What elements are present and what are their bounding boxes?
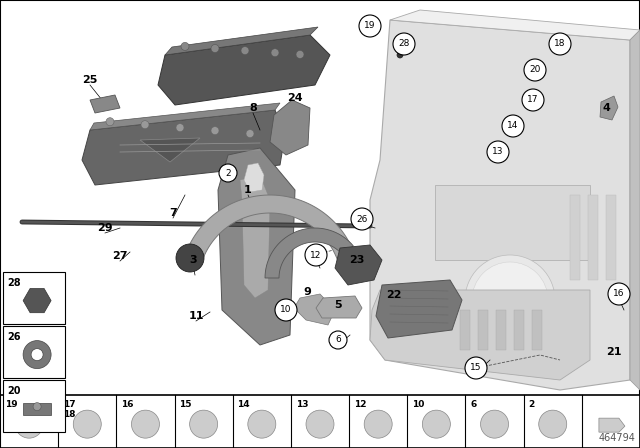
Circle shape xyxy=(465,255,555,345)
Text: 27: 27 xyxy=(112,251,128,261)
FancyBboxPatch shape xyxy=(0,395,640,448)
Circle shape xyxy=(422,410,451,438)
Text: 16: 16 xyxy=(121,400,134,409)
Circle shape xyxy=(296,51,304,58)
Polygon shape xyxy=(600,96,618,120)
Circle shape xyxy=(522,89,544,111)
Text: 17: 17 xyxy=(527,95,539,104)
FancyBboxPatch shape xyxy=(3,326,65,378)
Text: 15: 15 xyxy=(470,363,482,372)
Circle shape xyxy=(364,410,392,438)
Polygon shape xyxy=(630,30,640,390)
Circle shape xyxy=(271,49,279,57)
Circle shape xyxy=(502,115,524,137)
Circle shape xyxy=(524,59,546,81)
Text: 2: 2 xyxy=(528,400,534,409)
Text: 6: 6 xyxy=(335,336,341,345)
Polygon shape xyxy=(335,245,382,285)
Circle shape xyxy=(211,127,219,135)
Polygon shape xyxy=(244,163,264,192)
Text: 19: 19 xyxy=(4,400,17,409)
Polygon shape xyxy=(435,185,590,260)
Text: 24: 24 xyxy=(287,93,303,103)
Polygon shape xyxy=(460,310,470,350)
Text: 2: 2 xyxy=(225,168,231,177)
Circle shape xyxy=(539,410,567,438)
Circle shape xyxy=(306,410,334,438)
Polygon shape xyxy=(390,10,640,40)
Circle shape xyxy=(246,129,254,138)
Text: 14: 14 xyxy=(237,400,250,409)
Text: 20: 20 xyxy=(529,65,541,74)
Text: 5: 5 xyxy=(334,300,342,310)
Polygon shape xyxy=(90,95,120,113)
Text: 26: 26 xyxy=(356,215,368,224)
Text: 28: 28 xyxy=(7,278,20,288)
Circle shape xyxy=(481,410,509,438)
Polygon shape xyxy=(599,418,625,432)
Polygon shape xyxy=(90,103,280,130)
Circle shape xyxy=(211,44,219,52)
Text: 26: 26 xyxy=(7,332,20,342)
Circle shape xyxy=(176,124,184,132)
Text: 7: 7 xyxy=(169,208,177,218)
Polygon shape xyxy=(218,148,295,345)
Polygon shape xyxy=(23,289,51,313)
Circle shape xyxy=(397,52,403,58)
Polygon shape xyxy=(158,35,330,105)
Circle shape xyxy=(176,244,204,272)
Text: 15: 15 xyxy=(179,400,192,409)
Circle shape xyxy=(15,410,43,438)
Circle shape xyxy=(339,250,355,266)
Circle shape xyxy=(189,410,218,438)
Polygon shape xyxy=(588,195,598,280)
FancyBboxPatch shape xyxy=(3,380,65,432)
Polygon shape xyxy=(606,195,616,280)
Polygon shape xyxy=(265,228,353,278)
Circle shape xyxy=(106,118,114,126)
Text: 23: 23 xyxy=(349,255,365,265)
Circle shape xyxy=(359,15,381,37)
Text: 8: 8 xyxy=(249,103,257,113)
Text: 10: 10 xyxy=(280,306,292,314)
Text: 13: 13 xyxy=(492,147,504,156)
Circle shape xyxy=(608,283,630,305)
Text: 9: 9 xyxy=(303,287,311,297)
Circle shape xyxy=(549,33,571,55)
Text: 22: 22 xyxy=(387,290,402,300)
Polygon shape xyxy=(376,280,462,338)
Text: 4: 4 xyxy=(602,103,610,113)
Text: 3: 3 xyxy=(189,255,197,265)
Text: 17
18: 17 18 xyxy=(63,400,76,419)
Circle shape xyxy=(241,47,249,55)
Polygon shape xyxy=(316,296,362,318)
Circle shape xyxy=(33,403,41,411)
Text: 12: 12 xyxy=(354,400,366,409)
Circle shape xyxy=(329,331,347,349)
Circle shape xyxy=(393,33,415,55)
Polygon shape xyxy=(514,310,524,350)
Circle shape xyxy=(305,244,327,266)
Text: 25: 25 xyxy=(83,75,98,85)
FancyBboxPatch shape xyxy=(3,272,65,324)
Circle shape xyxy=(275,299,297,321)
Circle shape xyxy=(248,410,276,438)
Circle shape xyxy=(181,43,189,50)
Text: 29: 29 xyxy=(97,223,113,233)
Polygon shape xyxy=(165,27,318,55)
Text: 16: 16 xyxy=(613,289,625,298)
Text: 12: 12 xyxy=(310,250,322,259)
Text: 11: 11 xyxy=(188,311,204,321)
Text: 28: 28 xyxy=(398,39,410,48)
Circle shape xyxy=(465,357,487,379)
Circle shape xyxy=(487,141,509,163)
Polygon shape xyxy=(186,195,355,260)
Polygon shape xyxy=(478,310,488,350)
Text: 18: 18 xyxy=(554,39,566,48)
Text: 6: 6 xyxy=(470,400,476,409)
Polygon shape xyxy=(294,294,335,325)
Polygon shape xyxy=(496,310,506,350)
Polygon shape xyxy=(370,20,630,390)
Circle shape xyxy=(73,410,101,438)
